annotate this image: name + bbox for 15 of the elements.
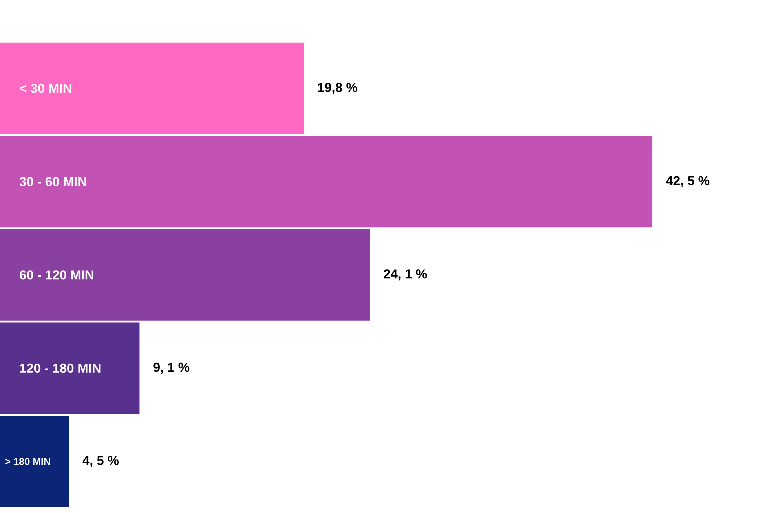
bar: [0, 322, 140, 414]
y-tick-label: 120 - 180 MIN: [20, 364, 101, 374]
y-tick-label: 60 - 120 MIN: [20, 270, 94, 280]
bar: [0, 42, 304, 134]
y-tick-label: > 180 MIN: [6, 458, 50, 466]
bar: [0, 136, 653, 228]
y-tick-label: < 30 MIN: [20, 84, 72, 94]
data-label: 19,8 %: [318, 83, 358, 94]
data-label: 4, 5 %: [82, 456, 119, 468]
data-label: 9, 1 %: [154, 362, 190, 374]
y-tick-label: 30 - 60 MIN: [20, 177, 86, 186]
data-label: 24, 1 %: [384, 270, 428, 281]
bar: [0, 416, 70, 508]
bar: [0, 229, 370, 321]
data-label: 42, 5 %: [666, 176, 710, 188]
